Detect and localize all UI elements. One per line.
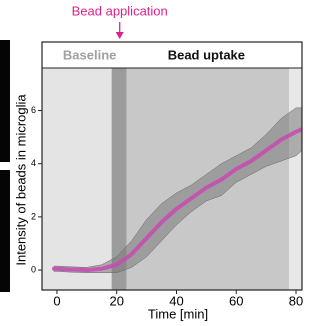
image-strip [0,170,10,292]
image-strip [0,40,10,162]
header-label: Bead uptake [168,47,245,62]
chart: Intensity of beads in microglia Time [mi… [0,0,303,326]
y-tick-label: 6 [31,105,36,115]
y-tick-label: 0 [31,264,36,274]
x-axis-label: Time [min] [148,306,208,321]
x-tick-label: 0 [53,293,60,308]
y-tick-label: 4 [31,158,36,168]
header-label: Baseline [63,47,116,62]
x-tick-label: 20 [109,293,123,308]
plot-area [42,68,302,290]
region [289,68,302,290]
annotation-arrowhead [116,32,124,39]
y-axis-label: Intensity of beads in microglia [13,94,28,266]
y-tick-label: 2 [31,211,36,221]
region [42,68,112,290]
x-tick-label: 80 [289,293,303,308]
annotation: Bead application [72,3,168,18]
x-tick-label: 40 [169,293,183,308]
x-tick-label: 60 [229,293,243,308]
